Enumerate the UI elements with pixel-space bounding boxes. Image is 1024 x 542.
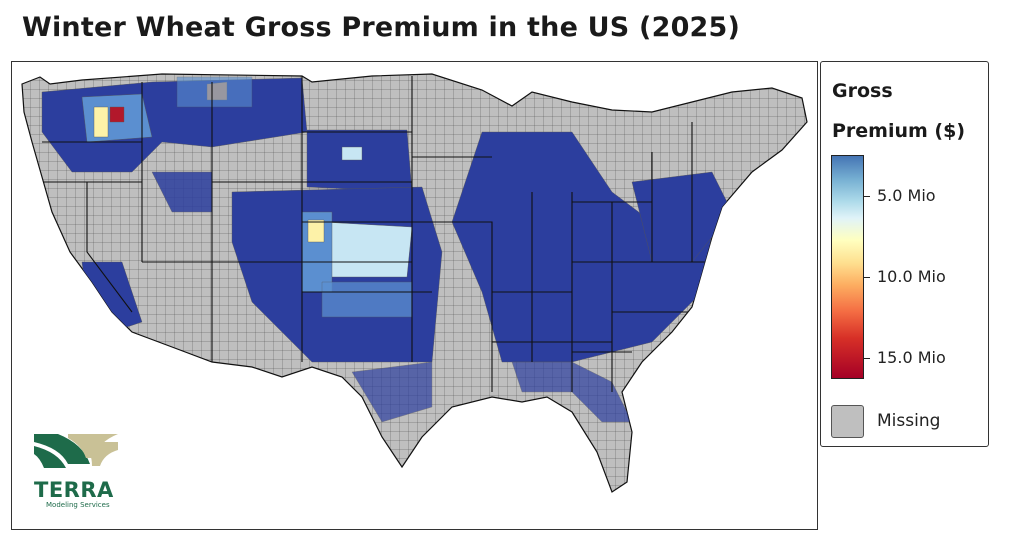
legend-title-line2: Premium ($) — [832, 120, 966, 142]
legend-tick-label-15: 15.0 Mio — [877, 348, 946, 367]
region-mt-light — [176, 76, 253, 108]
legend-title-line1: Gross — [832, 80, 893, 102]
legend-colorbar — [831, 155, 864, 379]
region-co-yellow — [307, 219, 325, 243]
logo-name: TERRA — [34, 478, 114, 502]
legend-tick-label-10: 10.0 Mio — [877, 267, 946, 286]
us-county-map — [21, 73, 808, 493]
terra-logo-icon — [34, 434, 118, 468]
state-borders — [32, 76, 712, 392]
region-midwest — [451, 131, 713, 363]
legend-tick — [864, 277, 870, 278]
map-panel — [11, 61, 818, 530]
legend-tick — [864, 358, 870, 359]
legend-tick-label-5: 5.0 Mio — [877, 186, 936, 205]
legend-missing-label: Missing — [877, 411, 941, 431]
region-ks-light — [321, 221, 413, 278]
region-tx-south — [351, 361, 433, 423]
region-east-coast — [631, 171, 733, 263]
region-wa-max — [109, 106, 125, 123]
region-sd-light — [341, 146, 363, 161]
legend-tick — [864, 196, 870, 197]
page-title: Winter Wheat Gross Premium in the US (20… — [22, 12, 741, 43]
logo-subtitle: Modeling Services — [46, 501, 110, 509]
region-dakotas — [306, 129, 413, 193]
region-tx-ok — [321, 281, 413, 318]
legend-panel: Gross Premium ($) 5.0 Mio 10.0 Mio 15.0 … — [820, 61, 989, 447]
legend-missing-swatch — [831, 405, 864, 438]
region-wa-yellow — [93, 106, 109, 138]
